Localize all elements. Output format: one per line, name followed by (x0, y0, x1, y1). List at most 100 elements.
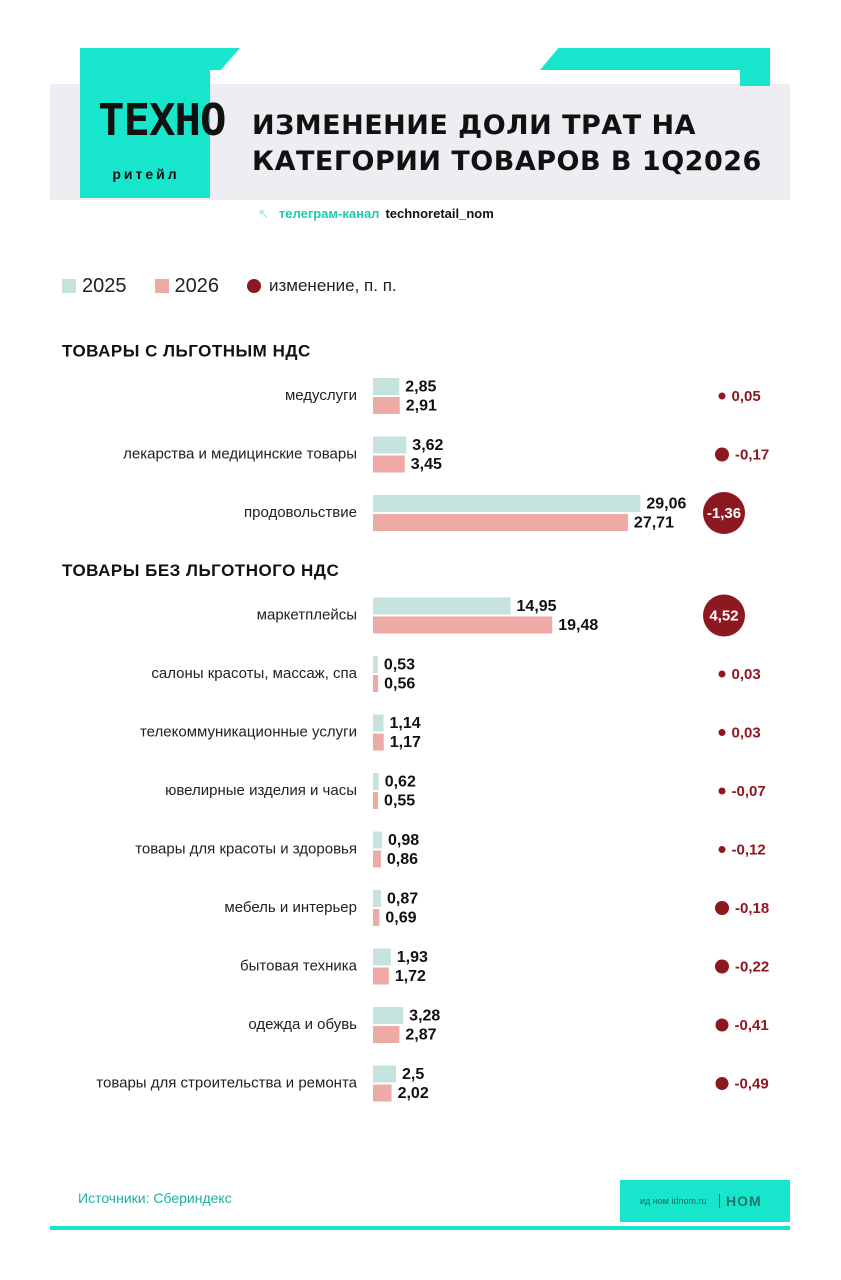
value-label-2025: 14,95 (517, 598, 557, 615)
bar-2025 (373, 773, 379, 790)
change-dot (718, 846, 726, 853)
category-label: салоны красоты, массаж, спа (151, 665, 357, 682)
bar-2026 (373, 514, 628, 531)
legend-dot-change (247, 279, 261, 293)
legend-label-2025: 2025 (82, 274, 127, 297)
value-label-2026: 1,17 (390, 734, 421, 751)
change-label: -0,12 (732, 841, 766, 858)
category-label: телекоммуникационные услуги (140, 723, 357, 740)
bar-2025 (373, 890, 382, 907)
change-label: 0,03 (732, 666, 761, 683)
change-label: 0,05 (732, 388, 761, 405)
bar-2026 (373, 1026, 400, 1043)
value-label-2026: 1,72 (395, 968, 426, 985)
bar-2025 (373, 831, 383, 849)
footer-site[interactable]: ид ном idnom.ru (640, 1196, 707, 1206)
legend-item-change: изменение, п. п. (247, 276, 397, 296)
category-label: маркетплейсы (257, 606, 357, 623)
value-label-2025: 29,06 (646, 496, 686, 513)
change-label: -0,49 (735, 1075, 769, 1092)
change-label: -0,07 (732, 783, 766, 800)
logo-background (80, 70, 210, 198)
bar-2025 (373, 436, 407, 454)
channel-line: ↖ телеграм-канал technoretail_nom (258, 206, 494, 222)
bar-2025 (373, 495, 641, 512)
value-label-2026: 3,45 (411, 456, 442, 473)
category-label: медуслуги (285, 387, 357, 404)
legend-swatch-2025 (62, 279, 76, 293)
header-accent-corner (740, 70, 770, 86)
change-dot (715, 959, 729, 974)
bar-2026 (373, 850, 381, 868)
change-dot (718, 392, 726, 400)
value-label-2025: 0,98 (388, 832, 419, 849)
value-label-2025: 3,28 (409, 1008, 440, 1025)
logo: ТЕХНО ритейл (98, 78, 226, 186)
footer-band (620, 1180, 790, 1222)
value-label-2026: 27,71 (634, 515, 674, 532)
change-label: -0,22 (735, 958, 769, 975)
value-label-2026: 0,56 (384, 676, 415, 693)
footer-separator (719, 1194, 720, 1208)
footer-line (50, 1226, 790, 1230)
bar-2026 (373, 455, 405, 473)
value-label-2026: 2,87 (405, 1027, 436, 1044)
legend-swatch-2026 (154, 279, 169, 293)
value-label-2026: 0,55 (384, 793, 415, 810)
value-label-2025: 1,14 (389, 715, 420, 732)
change-label: -1,36 (707, 505, 741, 522)
value-label-2026: 0,69 (385, 910, 416, 927)
bar-2025 (373, 1065, 396, 1083)
change-dot (718, 729, 726, 736)
category-label: товары для строительства и ремонта (96, 1074, 357, 1091)
bar-2025 (373, 1007, 404, 1024)
bar-2025 (373, 656, 378, 673)
bar-2025 (373, 378, 400, 395)
change-label: 4,52 (709, 607, 738, 624)
bar-2026 (373, 1084, 392, 1102)
bar-2026 (373, 733, 384, 751)
category-label: мебель и интерьер (224, 899, 357, 916)
source-note: Источники: Сбериндекс (78, 1190, 232, 1206)
bar-chart: ТОВАРЫ С ЛЬГОТНЫМ НДС 2,85 2,91 медуслуги 0,… (62, 341, 769, 1102)
footer-brand: НОМ (726, 1193, 762, 1209)
value-label-2026: 2,02 (398, 1085, 429, 1102)
change-dot (715, 1077, 729, 1090)
bar-2026 (373, 675, 379, 692)
value-label-2025: 0,53 (384, 657, 415, 674)
category-label: бытовая техника (240, 957, 358, 974)
header-accent-left (80, 48, 240, 70)
change-dot (718, 787, 726, 795)
bar-2025 (373, 597, 511, 615)
change-dot (715, 901, 729, 915)
change-dot (715, 447, 729, 462)
page-title: ИЗМЕНЕНИЕ ДОЛИ ТРАТ НА КАТЕГОРИИ ТОВАРОВ… (252, 110, 762, 177)
value-label-2025: 3,62 (412, 437, 443, 454)
legend-item-2025: 2025 (62, 275, 127, 298)
header-accent-right (540, 48, 770, 70)
value-label-2026: 2,91 (406, 398, 437, 415)
category-label: товары для красоты и здоровья (135, 840, 357, 857)
value-label-2025: 0,62 (385, 774, 416, 791)
value-label-2026: 19,48 (558, 617, 598, 634)
bar-2026 (373, 967, 389, 985)
chart-legend: 2025 2026 изменение, п. п. (62, 274, 425, 298)
bar-2026 (373, 397, 400, 414)
category-label: ювелирные изделия и часы (165, 782, 357, 799)
value-label-2025: 1,93 (397, 949, 428, 966)
value-label-2025: 0,87 (387, 891, 418, 908)
legend-label-2026: 2026 (174, 274, 220, 297)
channel-handle[interactable]: technoretail_nom (385, 206, 494, 221)
change-label: 0,03 (732, 724, 761, 741)
bar-2026 (373, 792, 379, 809)
value-label-2025: 2,85 (405, 379, 436, 396)
arrow-icon: ↖ (258, 206, 269, 221)
channel-label: телеграм-канал (278, 206, 380, 221)
category-label: одежда и обувь (248, 1016, 357, 1033)
change-dot (703, 492, 745, 534)
section-title-0: ТОВАРЫ С ЛЬГОТНЫМ НДС (62, 341, 311, 360)
legend-label-change: изменение, п. п. (269, 276, 397, 295)
change-label: -0,17 (735, 446, 769, 463)
change-label: -0,18 (735, 900, 769, 917)
change-dot (703, 594, 745, 637)
